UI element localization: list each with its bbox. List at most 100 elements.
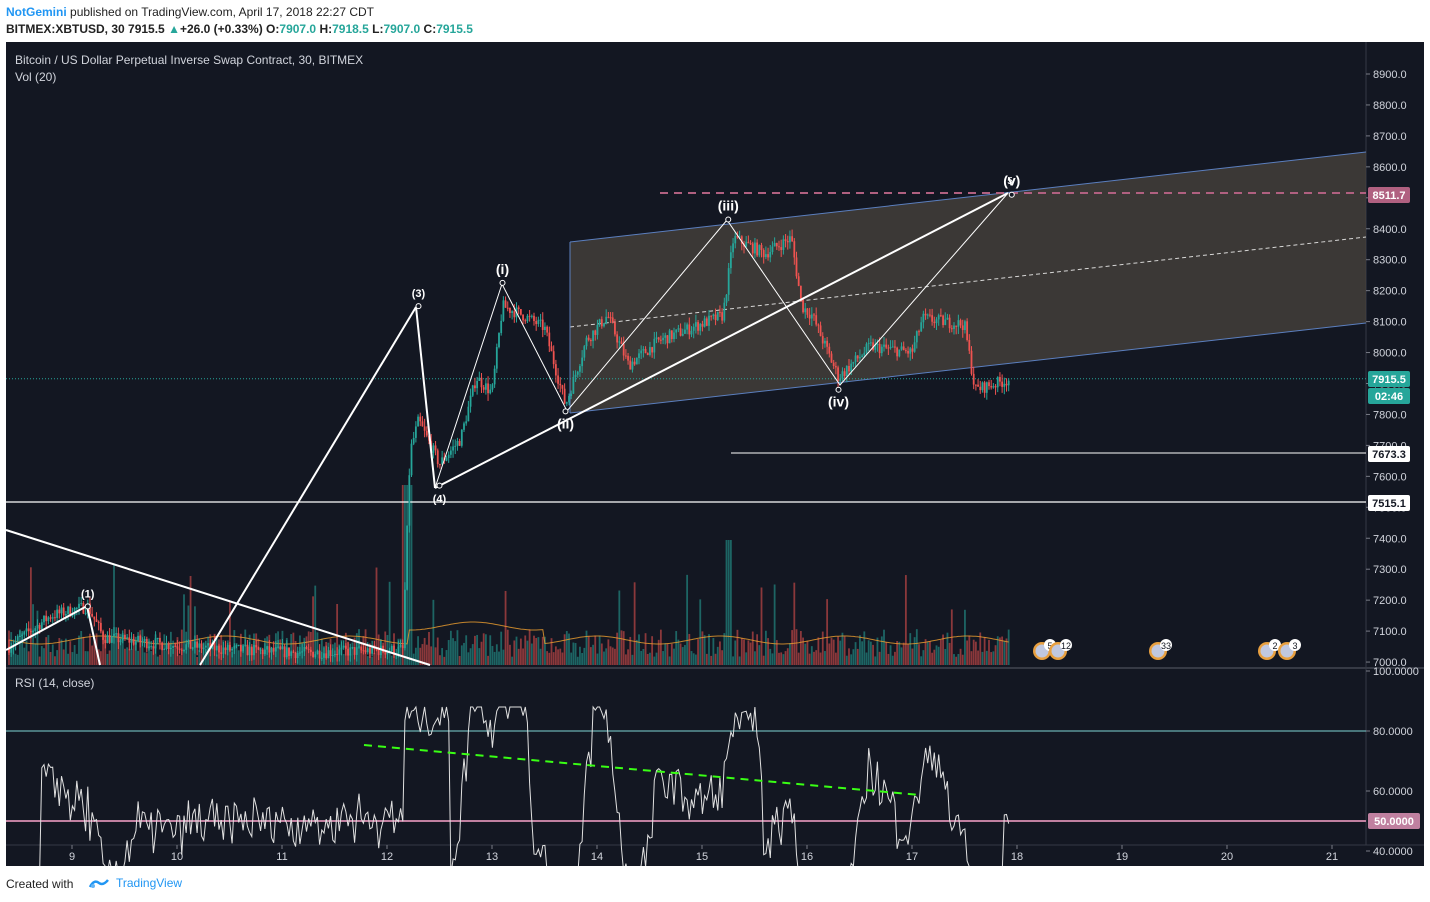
volume-bar xyxy=(611,647,614,665)
volume-bar xyxy=(572,642,575,665)
candle-body xyxy=(839,378,842,381)
candle-body xyxy=(336,654,339,656)
candle-body xyxy=(771,246,774,252)
volume-bar xyxy=(592,644,594,665)
candle-body xyxy=(557,375,559,384)
candle-body xyxy=(745,241,748,247)
volume-bar xyxy=(487,655,489,665)
candle-body xyxy=(257,647,260,650)
candle-body xyxy=(850,363,853,372)
author-link[interactable]: NotGemini xyxy=(6,5,67,19)
volume-bar xyxy=(775,640,778,665)
candle-body xyxy=(609,317,612,319)
volume-bar xyxy=(627,649,629,665)
candle-body xyxy=(957,320,960,327)
candle-body xyxy=(640,350,643,354)
candle-body xyxy=(139,635,142,643)
volume-bar xyxy=(659,629,662,665)
candle-body xyxy=(384,652,387,655)
volume-bar xyxy=(93,641,96,665)
volume-bar xyxy=(670,643,673,665)
volume-bar xyxy=(533,635,535,665)
candle-body xyxy=(119,640,122,643)
volume-bar xyxy=(904,575,907,665)
volume-bar xyxy=(38,656,41,665)
volume-bar xyxy=(215,654,218,665)
volume-bar xyxy=(106,653,109,665)
candle-body xyxy=(414,426,417,438)
volume-bar xyxy=(235,643,238,665)
candle-body xyxy=(786,240,789,243)
volume-bar xyxy=(279,639,282,665)
volume-bar xyxy=(907,644,909,665)
candle-body xyxy=(758,245,761,256)
candle-body xyxy=(463,423,465,430)
candle-body xyxy=(180,649,183,651)
time-tick-label: 21 xyxy=(1326,851,1338,863)
candle-body xyxy=(740,236,743,244)
change-value: +26.0 (+0.33%) xyxy=(179,22,263,36)
price-tick-label: 7800.0 xyxy=(1373,409,1407,421)
candle-body xyxy=(493,368,496,385)
publish-line: NotGemini published on TradingView.com, … xyxy=(6,5,374,19)
volume-bar xyxy=(666,643,669,665)
volume-bar xyxy=(762,655,765,665)
candle-body xyxy=(677,328,680,330)
event-count-bg xyxy=(1289,639,1301,651)
candle-body xyxy=(544,326,546,330)
candle-body xyxy=(504,300,507,308)
rsi-mid-label: 50.0000 xyxy=(1374,816,1414,828)
candle-body xyxy=(60,607,63,614)
volume-bar xyxy=(819,652,822,665)
candle-body xyxy=(421,421,424,427)
candle-body xyxy=(813,314,815,316)
tradingview-link[interactable]: TradingView xyxy=(88,876,182,890)
candle-body xyxy=(528,315,531,317)
candle-body xyxy=(250,646,253,656)
volume-bar xyxy=(891,655,894,665)
candle-body xyxy=(994,386,997,388)
volume-bar xyxy=(953,654,955,665)
volume-bar xyxy=(1001,636,1004,665)
candle-body xyxy=(246,644,249,656)
volume-bar xyxy=(727,540,730,665)
candle-body xyxy=(968,340,971,351)
volume-bar xyxy=(552,652,555,665)
candle-body xyxy=(152,646,155,649)
candle-body xyxy=(178,648,181,650)
candle-body xyxy=(926,314,929,316)
candle-body xyxy=(377,649,380,656)
candle-body xyxy=(773,243,776,247)
candle-body xyxy=(21,634,24,636)
candle-body xyxy=(32,630,34,633)
candle-body xyxy=(824,340,826,344)
candle-body xyxy=(338,649,341,655)
volume-bar xyxy=(841,632,844,665)
volume-bar xyxy=(673,648,675,665)
volume-bar xyxy=(834,652,837,665)
candle-body xyxy=(301,651,304,653)
candle-body xyxy=(568,395,570,403)
volume-bar xyxy=(810,646,813,665)
candle-body xyxy=(261,649,264,655)
volume-bar xyxy=(589,647,592,665)
volume-bar xyxy=(441,648,444,665)
countdown-label: 02:46 xyxy=(1375,391,1403,403)
candle-body xyxy=(719,311,721,313)
volume-bar xyxy=(850,654,853,665)
channel-lower-line xyxy=(569,322,1367,414)
volume-bar xyxy=(992,651,995,665)
candle-body xyxy=(358,646,360,648)
volume-bar xyxy=(150,650,153,665)
volume-bar xyxy=(705,653,708,665)
candle-body xyxy=(447,454,450,458)
candle-body xyxy=(360,646,363,651)
candle-body xyxy=(710,315,713,317)
volume-bar xyxy=(977,650,979,665)
volume-bar xyxy=(1005,638,1008,665)
candle-body xyxy=(237,644,240,646)
candle-body xyxy=(209,643,212,649)
candle-body xyxy=(705,318,708,326)
candle-body xyxy=(646,353,649,355)
